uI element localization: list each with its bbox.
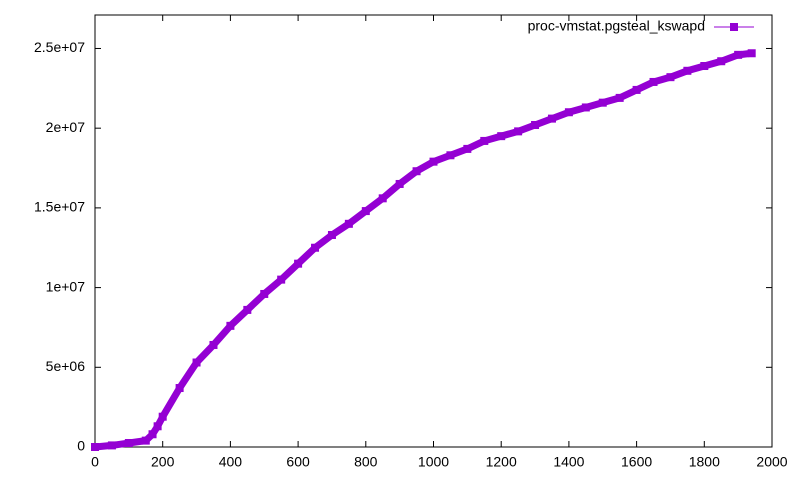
data-point: [226, 321, 235, 330]
x-tick-label: 1000: [418, 454, 449, 470]
y-tick-label: 1e+07: [46, 278, 86, 294]
data-point: [158, 412, 167, 421]
data-point: [395, 179, 404, 188]
data-point: [598, 98, 607, 107]
data-point: [683, 66, 692, 75]
x-tick-label: 400: [219, 454, 243, 470]
x-tick-label: 1400: [553, 454, 584, 470]
data-point: [260, 289, 269, 298]
data-point: [700, 62, 709, 71]
x-tick-label: 2000: [756, 454, 787, 470]
data-point: [344, 219, 353, 228]
data-point: [378, 194, 387, 203]
y-tick-label: 2.5e+07: [34, 39, 85, 55]
y-tick-label: 1.5e+07: [34, 199, 85, 215]
data-point: [429, 157, 438, 166]
x-tick-label: 0: [91, 454, 99, 470]
data-point: [148, 430, 157, 439]
x-tick-label: 800: [354, 454, 378, 470]
data-point: [666, 73, 675, 82]
data-point: [294, 259, 303, 268]
data-point: [361, 207, 370, 216]
data-point: [277, 275, 286, 284]
data-point: [412, 167, 421, 176]
y-tick-label: 0: [77, 438, 85, 454]
data-point: [124, 439, 133, 448]
series-line: [94, 49, 753, 451]
data-point: [747, 49, 756, 58]
data-point: [734, 50, 743, 59]
data-point: [531, 120, 540, 129]
data-point: [153, 422, 162, 431]
data-point: [141, 436, 150, 445]
data-point: [91, 443, 99, 451]
x-tick-label: 200: [151, 454, 175, 470]
legend-label: proc-vmstat.pgsteal_kswapd: [528, 18, 705, 34]
y-tick-label: 5e+06: [46, 358, 86, 374]
data-point: [581, 103, 590, 112]
data-point: [446, 151, 455, 160]
data-point: [463, 144, 472, 153]
data-point: [514, 127, 523, 136]
data-point: [209, 340, 218, 349]
y-tick-label: 2e+07: [46, 119, 86, 135]
legend-marker: [730, 23, 738, 31]
data-point: [632, 85, 641, 94]
data-point: [480, 136, 489, 145]
data-point: [717, 57, 726, 66]
data-point: [547, 114, 556, 123]
data-point: [497, 132, 506, 141]
x-tick-label: 1800: [689, 454, 720, 470]
x-tick-label: 1600: [621, 454, 652, 470]
data-point: [564, 108, 573, 117]
data-point: [175, 384, 184, 393]
data-point: [615, 93, 624, 102]
data-point: [311, 243, 320, 252]
data-point: [192, 358, 201, 367]
x-tick-label: 1200: [486, 454, 517, 470]
x-tick-label: 600: [286, 454, 310, 470]
data-point: [327, 230, 336, 239]
data-point: [243, 305, 252, 314]
data-point: [649, 77, 658, 86]
data-point: [107, 441, 116, 450]
